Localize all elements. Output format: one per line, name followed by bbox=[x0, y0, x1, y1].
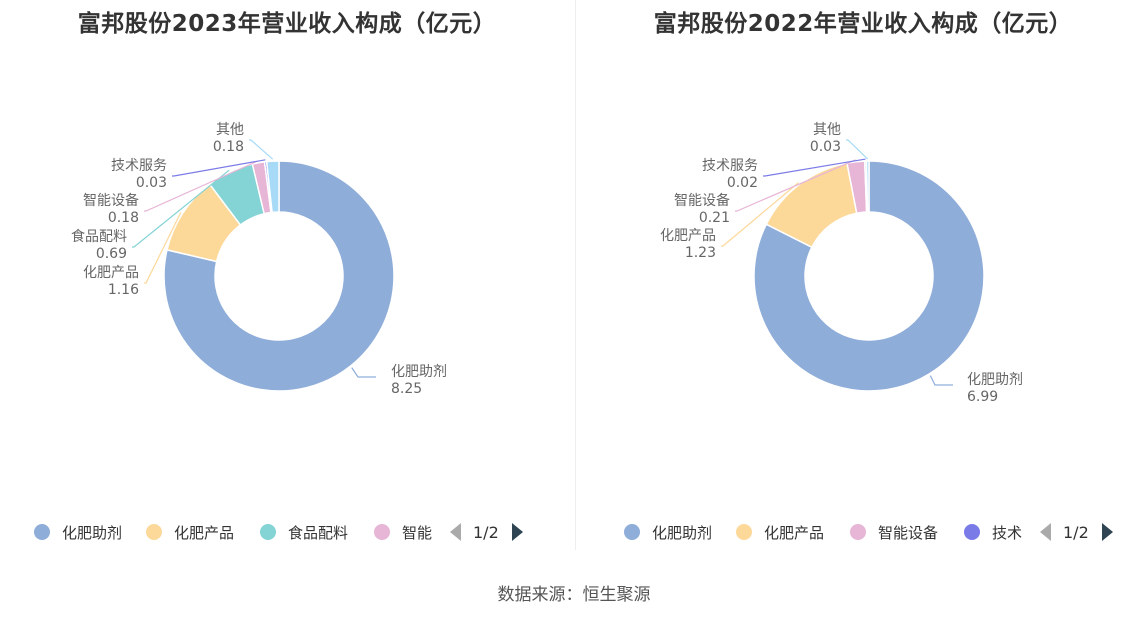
legend-item[interactable]: 智能设备 bbox=[850, 518, 938, 546]
donut-slice[interactable] bbox=[265, 160, 280, 214]
label-leader-line bbox=[351, 367, 376, 378]
legend-marker-icon bbox=[964, 524, 980, 540]
legend-marker-icon bbox=[260, 524, 276, 540]
slice-value-label: 0.03 bbox=[136, 175, 167, 191]
slice-value-label: 0.69 bbox=[96, 246, 127, 262]
slice-value-label: 6.99 bbox=[967, 389, 998, 405]
legend-marker-icon bbox=[736, 524, 752, 540]
slice-name-label: 其他 bbox=[813, 122, 841, 138]
label-leader-line bbox=[846, 139, 869, 160]
label-leader-line bbox=[249, 139, 274, 160]
donut-chart-2023: 化肥助剂8.25化肥产品1.16食品配料0.69智能设备0.18技术服务0.03… bbox=[71, 122, 447, 397]
slice-name-label: 化肥助剂 bbox=[391, 364, 447, 380]
legend-label: 智能设备 bbox=[878, 523, 939, 542]
label-leader-line bbox=[144, 211, 182, 284]
chart-panel-2022: 富邦股份2022年营业收入构成（亿元） 化肥助剂 6.99 化肥产品 1.23 智能设备… bbox=[576, 0, 1148, 552]
label-leader-line bbox=[735, 159, 856, 212]
panel-divider bbox=[575, 0, 576, 550]
slice-value-label: 0.21 bbox=[699, 210, 730, 226]
slice-name-label: 化肥助剂 bbox=[967, 372, 1023, 388]
legend-marker-icon bbox=[146, 524, 162, 540]
slice-name-label: 技术服务 bbox=[111, 158, 167, 174]
chart-title: 富邦股份2022年营业收入构成（亿元） bbox=[653, 11, 1073, 37]
slice-value-label: 1.23 bbox=[685, 245, 716, 261]
legend-marker-icon bbox=[34, 524, 50, 540]
slice-name-label: 技术服务 bbox=[702, 158, 758, 174]
legend-next-page-icon[interactable] bbox=[1101, 523, 1113, 541]
legend-page-indicator: 1/2 bbox=[473, 522, 499, 542]
chart-legend: 化肥助剂 化肥产品 食品配料 智能 1/2 bbox=[0, 518, 574, 546]
legend-item[interactable]: 化肥助剂 bbox=[624, 518, 712, 546]
slice-name-label: 化肥产品 bbox=[660, 228, 716, 244]
label-leader-line bbox=[172, 159, 266, 177]
data-source-note: 数据来源：恒生聚源 bbox=[497, 585, 651, 605]
donut-slice[interactable] bbox=[865, 160, 870, 213]
legend-label: 化肥助剂 bbox=[62, 523, 123, 542]
legend-page-indicator: 1/2 bbox=[1063, 522, 1089, 542]
label-leader-line bbox=[721, 182, 799, 247]
label-leader-line bbox=[144, 160, 259, 212]
legend-label: 化肥产品 bbox=[764, 523, 825, 542]
label-leader-line bbox=[763, 158, 866, 177]
legend-item[interactable]: 化肥产品 bbox=[736, 518, 824, 546]
legend-label: 化肥助剂 bbox=[652, 523, 713, 542]
legend-label: 食品配料 bbox=[288, 523, 349, 542]
label-leader-line bbox=[929, 375, 953, 386]
legend-prev-page-icon[interactable] bbox=[450, 523, 461, 541]
slice-name-label: 化肥产品 bbox=[83, 265, 139, 281]
slice-value-label: 1.16 bbox=[108, 282, 139, 298]
slice-name-label: 食品配料 bbox=[71, 228, 127, 245]
legend-item[interactable]: 食品配料 bbox=[260, 518, 348, 546]
chart-title: 富邦股份2023年营业收入构成（亿元） bbox=[77, 11, 497, 37]
legend-item[interactable]: 化肥助剂 bbox=[34, 518, 122, 546]
slice-value-label: 0.03 bbox=[810, 139, 841, 155]
legend-pager: 1/2 bbox=[450, 518, 523, 546]
legend-marker-icon bbox=[850, 524, 866, 540]
legend-item[interactable]: 智能 bbox=[374, 518, 432, 546]
legend-label: 化肥产品 bbox=[174, 523, 235, 542]
chart-legend: 化肥助剂 化肥产品 智能设备 技术 1/2 bbox=[576, 518, 1148, 546]
chart-panel-2023: 富邦股份2023年营业收入构成（亿元） 化肥助剂 8.25 化肥产品 1.16 食品配料… bbox=[0, 0, 574, 552]
slice-name-label: 智能设备 bbox=[674, 192, 730, 209]
legend-pager: 1/2 bbox=[1040, 518, 1113, 546]
legend-label: 技术 bbox=[992, 523, 1023, 542]
donut-slice[interactable] bbox=[753, 160, 985, 392]
slice-name-label: 智能设备 bbox=[83, 192, 139, 209]
label-leader-line bbox=[132, 169, 230, 248]
slice-value-label: 0.18 bbox=[108, 210, 139, 226]
legend-prev-page-icon[interactable] bbox=[1040, 523, 1051, 541]
legend-label: 智能 bbox=[402, 523, 433, 542]
legend-item[interactable]: 技术 bbox=[964, 518, 1022, 546]
slice-value-label: 0.18 bbox=[213, 139, 244, 155]
slice-value-label: 0.02 bbox=[727, 175, 758, 191]
slice-value-label: 8.25 bbox=[391, 381, 422, 397]
donut-slice[interactable] bbox=[163, 160, 395, 392]
legend-item[interactable]: 化肥产品 bbox=[146, 518, 234, 546]
legend-next-page-icon[interactable] bbox=[511, 523, 523, 541]
slice-name-label: 其他 bbox=[216, 122, 244, 138]
legend-marker-icon bbox=[374, 524, 390, 540]
legend-marker-icon bbox=[624, 524, 640, 540]
